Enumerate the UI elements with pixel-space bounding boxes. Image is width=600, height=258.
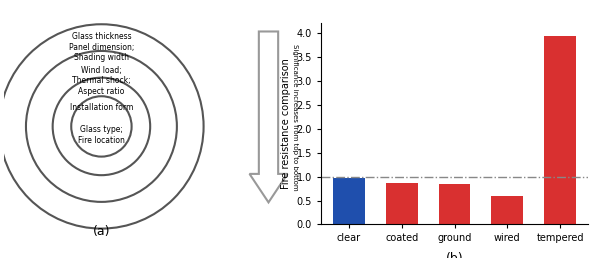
- Text: (b): (b): [446, 252, 463, 258]
- Text: Wind load;
Thermal shock;
Aspect ratio: Wind load; Thermal shock; Aspect ratio: [72, 66, 131, 96]
- Text: Installation form: Installation form: [70, 103, 133, 112]
- Bar: [439, 184, 470, 224]
- Bar: [491, 196, 523, 224]
- FancyArrow shape: [250, 31, 287, 202]
- Text: Glass type;
Fire location: Glass type; Fire location: [78, 125, 125, 145]
- Y-axis label: Fire resistance comparison: Fire resistance comparison: [281, 58, 291, 189]
- Bar: [333, 178, 365, 224]
- Text: Significance increases from top to bottom: Significance increases from top to botto…: [292, 44, 298, 190]
- Text: Glass thickness
Panel dimension;
Shading width: Glass thickness Panel dimension; Shading…: [69, 33, 134, 62]
- Bar: [386, 183, 418, 224]
- Bar: [544, 36, 576, 224]
- Text: (a): (a): [92, 225, 110, 238]
